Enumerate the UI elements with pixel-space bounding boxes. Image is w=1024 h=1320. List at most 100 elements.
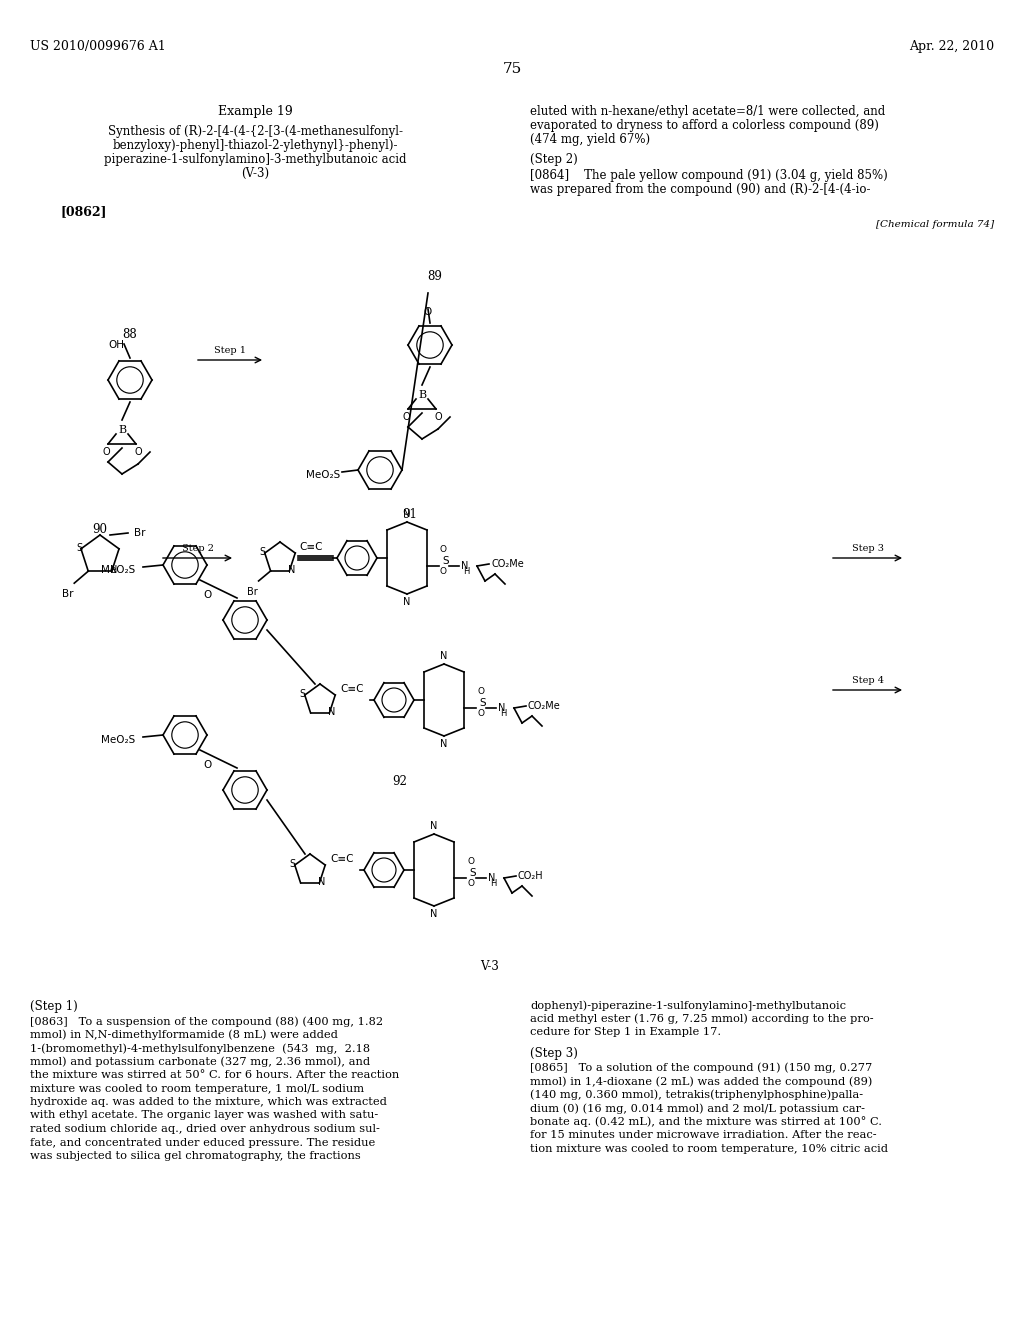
Text: with ethyl acetate. The organic layer was washed with satu-: with ethyl acetate. The organic layer wa…	[30, 1110, 378, 1121]
Text: benzyloxy)-phenyl]-thiazol-2-ylethynyl}-phenyl)-: benzyloxy)-phenyl]-thiazol-2-ylethynyl}-…	[113, 139, 397, 152]
Text: (474 mg, yield 67%): (474 mg, yield 67%)	[530, 133, 650, 147]
Text: O: O	[102, 447, 110, 457]
Text: S: S	[469, 869, 475, 878]
Text: N: N	[440, 651, 447, 661]
Text: rated sodium chloride aq., dried over anhydrous sodium sul-: rated sodium chloride aq., dried over an…	[30, 1125, 380, 1134]
Text: CO₂Me: CO₂Me	[528, 701, 561, 711]
Text: N: N	[430, 909, 437, 919]
Text: [Chemical formula 74]: [Chemical formula 74]	[876, 220, 994, 228]
Text: C≡C: C≡C	[340, 684, 364, 694]
Text: O: O	[467, 858, 474, 866]
Text: Example 19: Example 19	[218, 106, 293, 117]
Text: Br: Br	[134, 528, 145, 539]
Text: B: B	[418, 389, 426, 400]
Text: V-3: V-3	[480, 960, 500, 973]
Text: [0864]    The pale yellow compound (91) (3.04 g, yield 85%): [0864] The pale yellow compound (91) (3.…	[530, 169, 888, 182]
Text: [0865]   To a solution of the compound (91) (150 mg, 0.277: [0865] To a solution of the compound (91…	[530, 1063, 872, 1073]
Text: 92: 92	[392, 775, 408, 788]
Text: Br: Br	[247, 587, 258, 597]
Text: hydroxide aq. was added to the mixture, which was extracted: hydroxide aq. was added to the mixture, …	[30, 1097, 387, 1107]
Text: N: N	[288, 565, 295, 576]
Text: Apr. 22, 2010: Apr. 22, 2010	[909, 40, 994, 53]
Text: mmol) in 1,4-dioxane (2 mL) was added the compound (89): mmol) in 1,4-dioxane (2 mL) was added th…	[530, 1076, 872, 1086]
Text: N: N	[403, 510, 411, 519]
Text: MeO₂S: MeO₂S	[100, 735, 135, 744]
Text: fate, and concentrated under educed pressure. The residue: fate, and concentrated under educed pres…	[30, 1138, 375, 1147]
Text: MeO₂S: MeO₂S	[306, 470, 340, 480]
Text: (Step 3): (Step 3)	[530, 1047, 578, 1060]
Text: S: S	[479, 698, 485, 708]
Text: S: S	[290, 859, 296, 869]
Text: (140 mg, 0.360 mmol), tetrakis(triphenylphosphine)palla-: (140 mg, 0.360 mmol), tetrakis(triphenyl…	[530, 1089, 863, 1100]
Text: piperazine-1-sulfonylamino]-3-methylbutanoic acid: piperazine-1-sulfonylamino]-3-methylbuta…	[103, 153, 407, 166]
Text: N: N	[110, 565, 118, 576]
Text: 91: 91	[402, 508, 418, 521]
Text: N: N	[430, 821, 437, 832]
Text: OH: OH	[108, 341, 124, 350]
Text: [0863]   To a suspension of the compound (88) (400 mg, 1.82: [0863] To a suspension of the compound (…	[30, 1016, 383, 1027]
Text: dium (0) (16 mg, 0.014 mmol) and 2 mol/L potassium car-: dium (0) (16 mg, 0.014 mmol) and 2 mol/L…	[530, 1104, 865, 1114]
Text: the mixture was stirred at 50° C. for 6 hours. After the reaction: the mixture was stirred at 50° C. for 6 …	[30, 1071, 399, 1080]
Text: N: N	[440, 739, 447, 748]
Text: N: N	[488, 873, 496, 883]
Text: O: O	[434, 412, 441, 422]
Text: Step 4: Step 4	[852, 676, 884, 685]
Text: was subjected to silica gel chromatography, the fractions: was subjected to silica gel chromatograp…	[30, 1151, 360, 1162]
Text: Step 2: Step 2	[181, 544, 213, 553]
Text: 90: 90	[92, 523, 108, 536]
Text: CO₂H: CO₂H	[518, 871, 544, 880]
Text: O: O	[424, 308, 432, 317]
Text: O: O	[440, 545, 447, 554]
Text: (V-3): (V-3)	[241, 168, 269, 180]
Text: US 2010/0099676 A1: US 2010/0099676 A1	[30, 40, 166, 53]
Text: evaporated to dryness to afford a colorless compound (89): evaporated to dryness to afford a colorl…	[530, 119, 879, 132]
Text: O: O	[134, 447, 141, 457]
Text: H: H	[490, 879, 497, 888]
Text: C≡C: C≡C	[300, 543, 324, 552]
Text: for 15 minutes under microwave irradiation. After the reac-: for 15 minutes under microwave irradiati…	[530, 1130, 877, 1140]
Text: 1-(bromomethyl)-4-methylsulfonylbenzene  (543  mg,  2.18: 1-(bromomethyl)-4-methylsulfonylbenzene …	[30, 1043, 370, 1053]
Text: dophenyl)-piperazine-1-sulfonylamino]-methylbutanoic: dophenyl)-piperazine-1-sulfonylamino]-me…	[530, 1001, 846, 1011]
Text: bonate aq. (0.42 mL), and the mixture was stirred at 100° C.: bonate aq. (0.42 mL), and the mixture wa…	[530, 1117, 882, 1127]
Text: O: O	[402, 412, 410, 422]
Text: 88: 88	[123, 327, 137, 341]
Text: Br: Br	[62, 589, 74, 599]
Text: S: S	[260, 546, 266, 557]
Text: N: N	[317, 876, 325, 887]
Text: was prepared from the compound (90) and (R)-2-[4-(4-io-: was prepared from the compound (90) and …	[530, 183, 870, 195]
Text: (Step 1): (Step 1)	[30, 1001, 78, 1012]
Text: H: H	[463, 568, 469, 577]
Text: H: H	[500, 710, 507, 718]
Text: N: N	[328, 708, 335, 717]
Text: tion mixture was cooled to room temperature, 10% citric acid: tion mixture was cooled to room temperat…	[530, 1143, 888, 1154]
Text: cedure for Step 1 in Example 17.: cedure for Step 1 in Example 17.	[530, 1027, 721, 1038]
Text: S: S	[442, 556, 449, 566]
Text: MeO₂S: MeO₂S	[100, 565, 135, 576]
Text: C≡C: C≡C	[331, 854, 353, 865]
Text: Step 3: Step 3	[852, 544, 884, 553]
Text: [0862]: [0862]	[60, 205, 106, 218]
Text: B: B	[118, 425, 126, 436]
Text: CO₂Me: CO₂Me	[490, 558, 523, 569]
Text: O: O	[203, 760, 211, 770]
Text: O: O	[477, 710, 484, 718]
Text: O: O	[467, 879, 474, 888]
Text: eluted with n-hexane/ethyl acetate=8/1 were collected, and: eluted with n-hexane/ethyl acetate=8/1 w…	[530, 106, 886, 117]
Text: N: N	[403, 597, 411, 607]
Text: mmol) in N,N-dimethylformamide (8 mL) were added: mmol) in N,N-dimethylformamide (8 mL) we…	[30, 1030, 338, 1040]
Text: (Step 2): (Step 2)	[530, 153, 578, 166]
Text: 89: 89	[428, 271, 442, 282]
Text: mmol) and potassium carbonate (327 mg, 2.36 mmol), and: mmol) and potassium carbonate (327 mg, 2…	[30, 1056, 370, 1067]
Text: Step 1: Step 1	[214, 346, 246, 355]
Text: 75: 75	[503, 62, 521, 77]
Text: mixture was cooled to room temperature, 1 mol/L sodium: mixture was cooled to room temperature, …	[30, 1084, 365, 1093]
Text: Synthesis of (R)-2-[4-(4-{2-[3-(4-methanesulfonyl-: Synthesis of (R)-2-[4-(4-{2-[3-(4-methan…	[108, 125, 402, 139]
Text: acid methyl ester (1.76 g, 7.25 mmol) according to the pro-: acid methyl ester (1.76 g, 7.25 mmol) ac…	[530, 1014, 873, 1024]
Text: N: N	[461, 561, 468, 572]
Text: O: O	[440, 568, 447, 577]
Text: N: N	[498, 704, 506, 713]
Text: S: S	[300, 689, 306, 700]
Text: O: O	[477, 688, 484, 697]
Text: O: O	[203, 590, 211, 601]
Text: S: S	[76, 543, 82, 553]
